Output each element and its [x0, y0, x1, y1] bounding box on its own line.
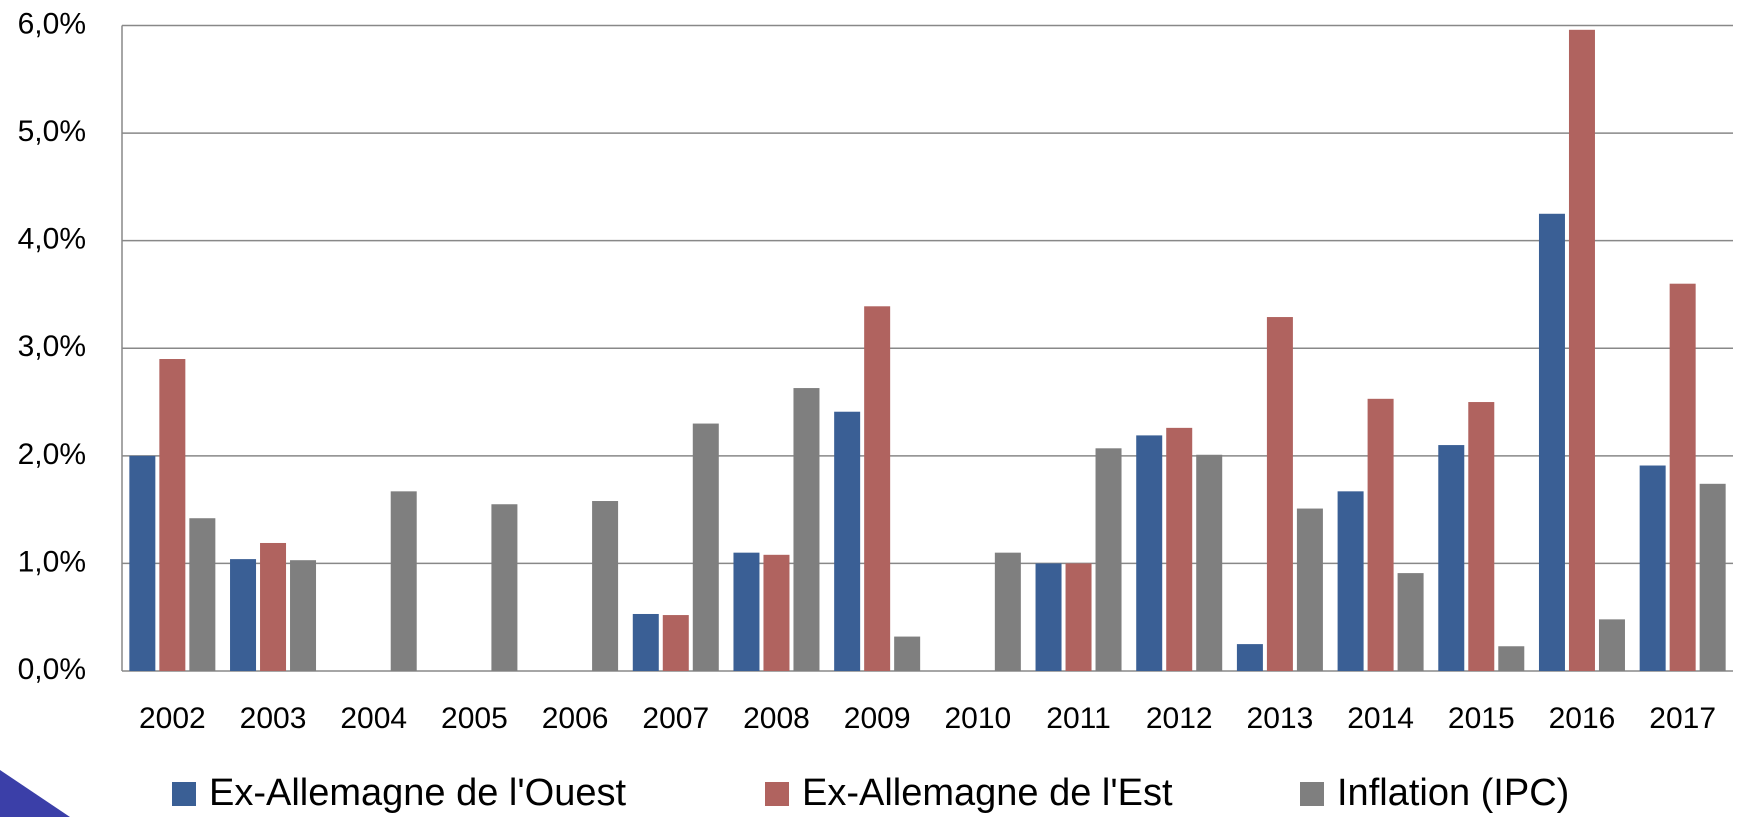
legend-swatch: [172, 782, 196, 806]
y-tick-label: 3,0%: [18, 330, 86, 363]
bar: [1639, 465, 1666, 671]
legend-text: Ex-Allemagne de l'Ouest: [209, 772, 626, 814]
bar: [692, 423, 719, 671]
x-tick-label: 2006: [542, 702, 609, 735]
x-tick-label: 2008: [743, 702, 810, 735]
x-tick-label: 2016: [1549, 702, 1616, 735]
x-tick-label: 2017: [1649, 702, 1716, 735]
bar: [129, 455, 156, 671]
bar: [230, 559, 257, 671]
y-tick-label: 5,0%: [18, 115, 86, 148]
y-tick-label: 0,0%: [18, 653, 86, 686]
x-tick-label: 2015: [1448, 702, 1515, 735]
x-tick-label: 2010: [944, 702, 1011, 735]
bar: [1699, 483, 1726, 671]
y-tick-label: 1,0%: [18, 545, 86, 578]
bar: [390, 491, 417, 671]
bar: [632, 613, 659, 671]
bar: [1337, 491, 1364, 671]
bar: [1296, 508, 1323, 671]
x-tick-label: 2005: [441, 702, 508, 735]
y-tick-label: 2,0%: [18, 438, 86, 471]
legend-text: Ex-Allemagne de l'Est: [802, 772, 1173, 814]
legend-swatch: [1300, 782, 1324, 806]
bar: [1498, 646, 1525, 671]
bar: [1095, 448, 1122, 671]
bar: [1166, 427, 1193, 671]
y-tick-label: 6,0%: [18, 7, 86, 40]
bar: [763, 554, 790, 671]
y-tick-label: 4,0%: [18, 223, 86, 256]
bar: [864, 306, 891, 671]
bar: [290, 560, 317, 671]
bar: [1236, 644, 1263, 671]
bar: [1468, 402, 1495, 671]
bar: [1367, 398, 1394, 671]
x-tick-label: 2014: [1347, 702, 1414, 735]
bar: [1538, 213, 1565, 672]
bar: [1196, 454, 1223, 671]
bar: [260, 542, 287, 671]
x-tick-label: 2011: [1046, 702, 1111, 735]
bar: [994, 552, 1021, 671]
x-tick-label: 2004: [340, 702, 407, 735]
bar: [793, 388, 820, 671]
bar: [1136, 435, 1163, 671]
bar: [1598, 619, 1625, 671]
x-tick-label: 2003: [240, 702, 307, 735]
bar: [1438, 445, 1465, 671]
x-tick-label: 2013: [1247, 702, 1314, 735]
bar: [1266, 317, 1293, 671]
bar: [159, 359, 186, 671]
decoration: [0, 770, 70, 817]
bar: [1568, 29, 1595, 671]
bar: [1397, 573, 1424, 671]
bar: [834, 411, 861, 671]
bar: [1669, 283, 1696, 671]
bar: [1035, 563, 1062, 671]
bar: [491, 504, 518, 671]
bar: [189, 518, 216, 671]
bar: [1065, 563, 1092, 671]
x-tick-label: 2012: [1146, 702, 1213, 735]
bar: [733, 552, 760, 671]
legend-swatch: [765, 782, 789, 806]
bar: [592, 501, 619, 671]
x-tick-label: 2007: [642, 702, 709, 735]
x-tick-label: 2009: [844, 702, 911, 735]
legend-text: Inflation (IPC): [1337, 772, 1569, 814]
bar: [662, 615, 689, 671]
bar: [894, 636, 921, 671]
x-tick-label: 2002: [139, 702, 206, 735]
